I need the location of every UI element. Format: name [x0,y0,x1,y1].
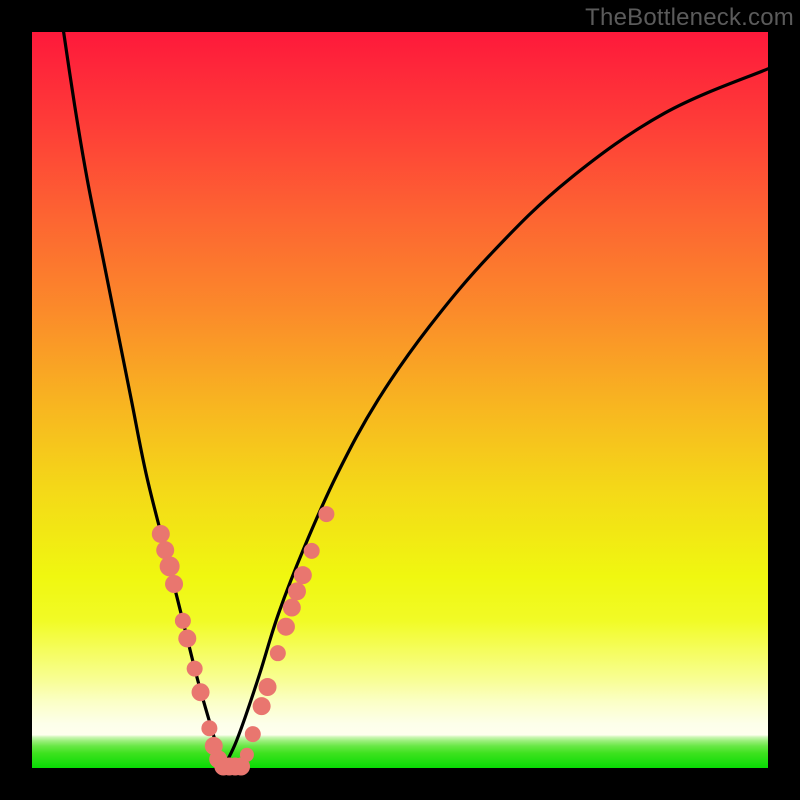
data-marker [318,506,334,522]
data-marker [175,613,191,629]
data-marker [165,575,183,593]
bottleneck-chart [0,0,800,800]
data-marker [201,720,217,736]
data-marker [192,683,210,701]
data-marker [294,566,312,584]
data-marker [245,726,261,742]
data-marker [283,599,301,617]
data-marker [187,661,203,677]
data-marker [277,618,295,636]
watermark-text: TheBottleneck.com [585,4,794,32]
data-marker [160,556,180,576]
chart-container: TheBottleneck.com [0,0,800,800]
data-marker [253,697,271,715]
data-marker [270,645,286,661]
data-marker [240,748,254,762]
chart-background [32,32,768,768]
data-marker [259,678,277,696]
data-marker [304,543,320,559]
data-marker [178,629,196,647]
data-marker [156,541,174,559]
data-marker [152,525,170,543]
data-marker [288,582,306,600]
